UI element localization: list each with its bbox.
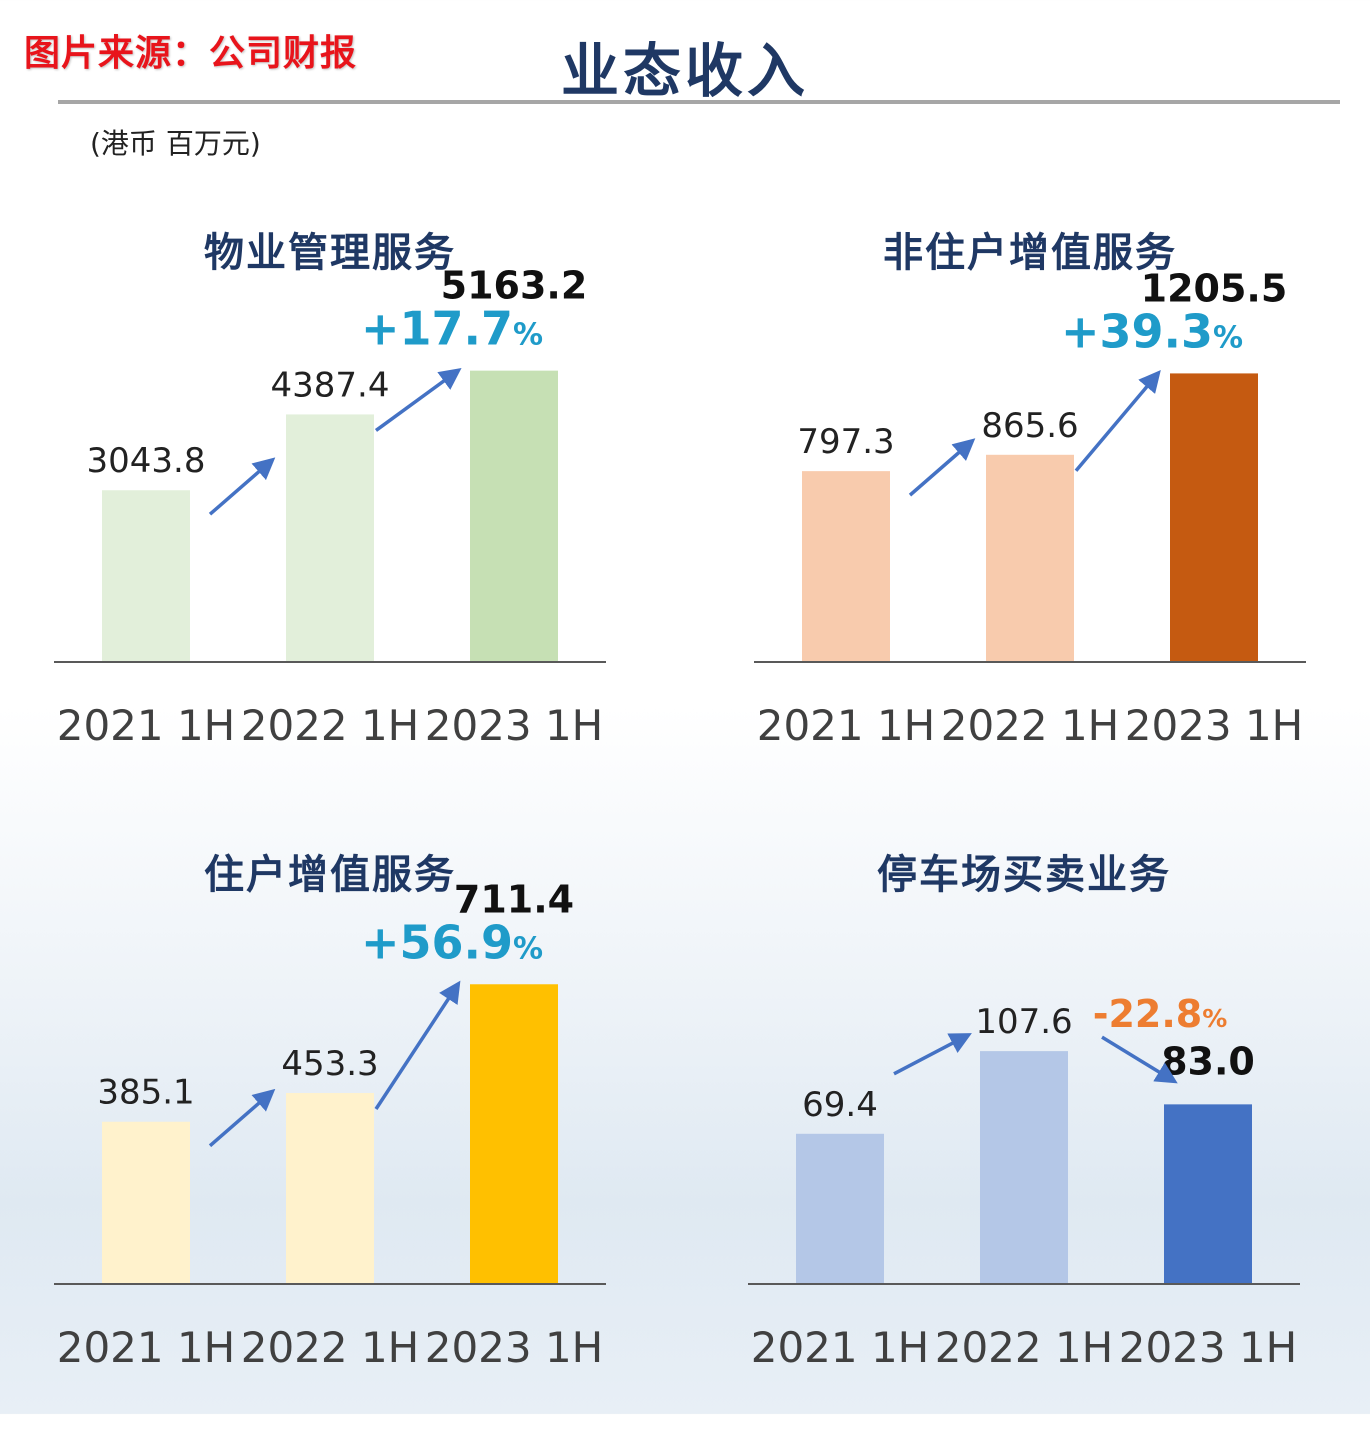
bar-chart: 2021 1H 2022 1H 2023 1H 797.3 865.6 1205.5+39…: [754, 266, 1306, 750]
data-label: 3043.8: [87, 441, 206, 481]
bar-2022-1H: [286, 1093, 374, 1284]
bar-2021-1H: [102, 490, 190, 662]
category-label: 2021 1H: [751, 1323, 930, 1372]
category-label: 2023 1H: [425, 701, 604, 750]
chart-title: 物业管理服务: [204, 230, 456, 276]
growth-rate-label: -22.8%: [1093, 992, 1228, 1036]
data-label: 107.6: [975, 1002, 1072, 1042]
chart-title: 停车场买卖业务: [877, 852, 1171, 898]
data-label: 83.0: [1161, 1039, 1255, 1083]
trend-arrow: [374, 980, 461, 1110]
title-divider: [58, 100, 1340, 104]
trend-arrow: [374, 368, 462, 432]
chart-title: 住户增值服务: [204, 852, 456, 898]
data-label: 69.4: [802, 1085, 878, 1125]
bar-2023-1H: [1164, 1104, 1252, 1284]
growth-rate-value: +56.9: [361, 915, 513, 969]
unit-label: (港币 百万元): [90, 127, 261, 160]
data-label: 453.3: [281, 1044, 378, 1084]
bar-2022-1H: [286, 414, 374, 662]
category-label: 2022 1H: [241, 1323, 420, 1372]
bar-2023-1H: [470, 984, 558, 1284]
bar-chart: 2021 1H 2022 1H 2023 1H 385.1 453.3 711.4+56.…: [54, 877, 606, 1372]
growth-rate-label: +17.7%: [361, 302, 543, 356]
bar-2021-1H: [802, 471, 890, 662]
category-label: 2022 1H: [941, 701, 1120, 750]
category-label: 2021 1H: [57, 1323, 236, 1372]
trend-arrow: [908, 438, 976, 497]
chart-panel-property-management: 物业管理服务 2021 1H 2022 1H 2023 1H 3043.8 4387.4…: [50, 220, 670, 820]
chart-panel-non-resident-services: 非住户增值服务 2021 1H 2022 1H 2023 1H 797.3 865.6 1…: [750, 220, 1370, 820]
chart-panel-resident-services: 住户增值服务 2021 1H 2022 1H 2023 1H 385.1 453.3 71…: [50, 842, 670, 1442]
category-label: 2023 1H: [1125, 701, 1304, 750]
bar-2021-1H: [796, 1133, 884, 1284]
category-label: 2022 1H: [935, 1323, 1114, 1372]
source-note: 图片来源：公司财报: [24, 33, 358, 74]
data-label: 4387.4: [271, 365, 390, 405]
page-title: 业态收入: [560, 37, 809, 105]
growth-rate-label: +56.9%: [361, 915, 543, 969]
growth-rate-percent: %: [1213, 320, 1243, 355]
trend-arrow: [893, 1033, 972, 1076]
chart-title: 非住户增值服务: [883, 230, 1177, 276]
category-label: 2023 1H: [425, 1323, 604, 1372]
data-label: 711.4: [454, 877, 574, 921]
bar-chart: 2021 1H 2022 1H 2023 1H 69.4 107.6 83.0-22.8%: [748, 992, 1300, 1372]
data-label: 797.3: [797, 422, 894, 462]
category-label: 2022 1H: [241, 701, 420, 750]
bar-2023-1H: [470, 370, 558, 662]
growth-rate-value: +39.3: [1061, 304, 1213, 358]
bar-2022-1H: [986, 454, 1074, 662]
bar-2023-1H: [1170, 373, 1258, 662]
trend-arrow: [208, 457, 276, 516]
chart-panel-parking-sales: 停车场买卖业务 2021 1H 2022 1H 2023 1H 69.4 107.6 83…: [744, 842, 1364, 1442]
growth-rate-value: -22.8: [1093, 992, 1203, 1036]
bar-2022-1H: [980, 1051, 1068, 1284]
bar-2021-1H: [102, 1121, 190, 1284]
category-label: 2021 1H: [57, 701, 236, 750]
growth-rate-percent: %: [513, 931, 543, 966]
growth-rate-percent: %: [1202, 1004, 1227, 1033]
data-label: 865.6: [981, 406, 1078, 446]
bar-chart: 2021 1H 2022 1H 2023 1H 3043.8 4387.4 5163.2+…: [54, 264, 606, 750]
growth-rate-label: +39.3%: [1061, 304, 1243, 358]
trend-arrow: [1074, 370, 1161, 472]
growth-rate-percent: %: [513, 318, 543, 353]
trend-arrow: [1101, 1035, 1178, 1084]
trend-arrow: [208, 1088, 276, 1148]
data-label: 385.1: [97, 1073, 194, 1113]
data-label: 5163.2: [441, 264, 588, 308]
category-label: 2021 1H: [757, 701, 936, 750]
data-label: 1205.5: [1141, 266, 1288, 310]
category-label: 2023 1H: [1119, 1323, 1298, 1372]
growth-rate-value: +17.7: [361, 302, 513, 356]
